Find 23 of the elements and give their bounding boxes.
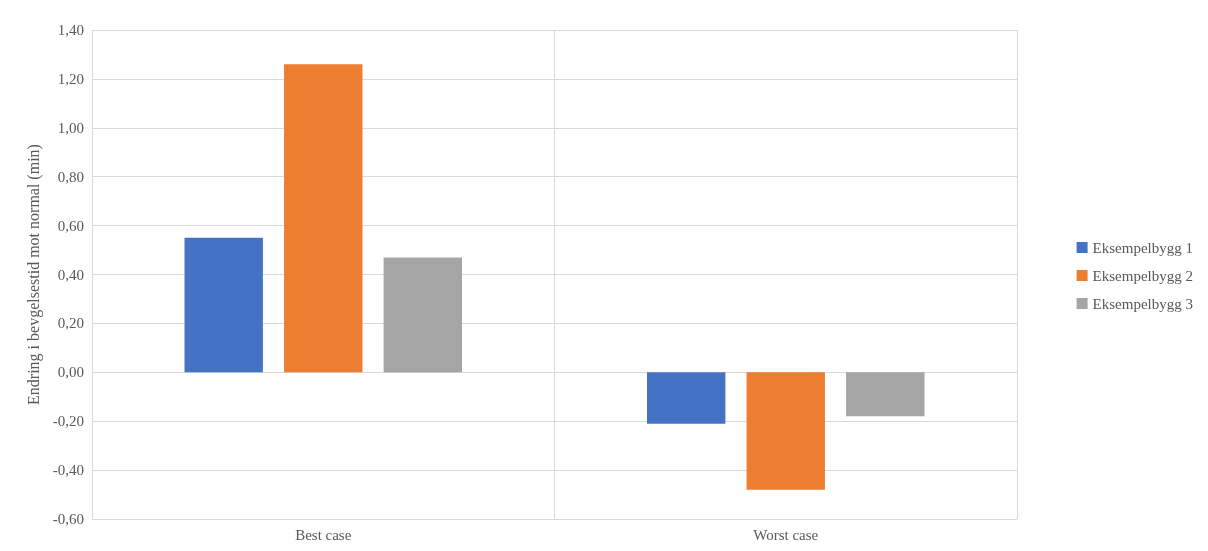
y-tick-label: -0,20 [52, 413, 84, 430]
y-tick-label: 1,00 [57, 119, 84, 136]
y-tick-label: -0,40 [52, 462, 84, 479]
bar [383, 257, 462, 373]
bar [284, 64, 363, 373]
legend-label: Eksempelbygg 3 [1092, 295, 1194, 312]
y-tick-label: 0,20 [57, 315, 84, 332]
bar [184, 237, 263, 373]
x-tick-label: Worst case [753, 526, 819, 543]
x-tick-label: Best case [295, 526, 352, 543]
bar [746, 372, 825, 490]
y-tick-label: 0,60 [57, 217, 84, 234]
bar [846, 372, 925, 417]
y-tick-label: 1,40 [57, 22, 84, 38]
bar [647, 372, 726, 424]
legend-label: Eksempelbygg 2 [1092, 267, 1194, 284]
y-tick-label: -0,60 [52, 511, 84, 527]
y-tick-label: 0,40 [57, 266, 84, 283]
legend-label: Eksempelbygg 1 [1092, 239, 1194, 256]
y-tick-label: 1,20 [57, 70, 84, 87]
y-tick-label: 0,80 [57, 168, 84, 185]
y-tick-label: 0,00 [57, 364, 84, 381]
y-axis-title: Endring i bevgelsestid mot normal (min) [25, 144, 44, 405]
